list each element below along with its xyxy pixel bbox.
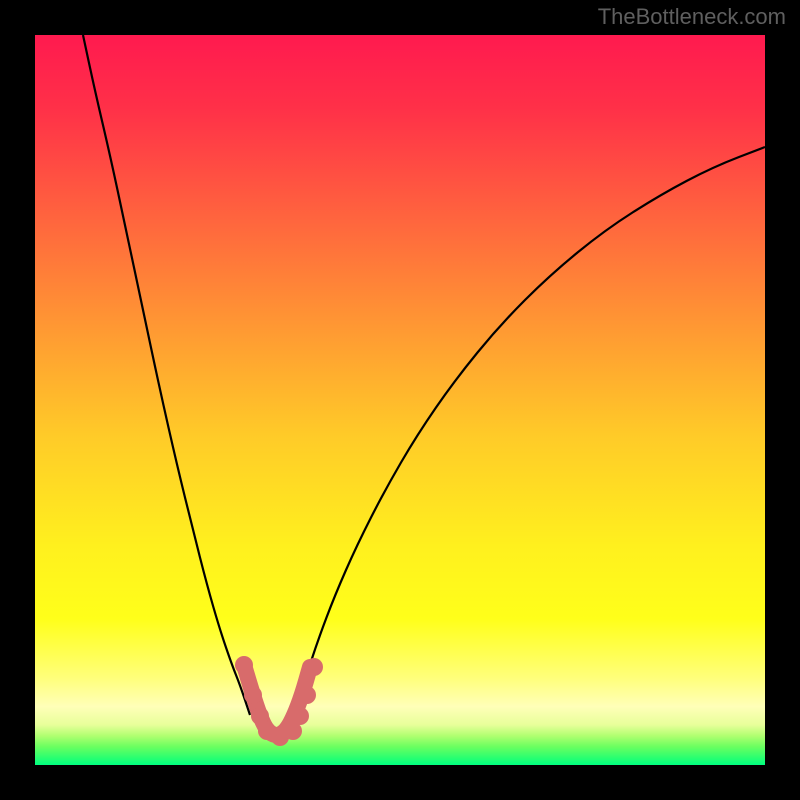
watermark-label: TheBottleneck.com bbox=[598, 4, 786, 30]
plot-area bbox=[35, 35, 765, 765]
outer-frame: TheBottleneck.com bbox=[0, 0, 800, 800]
trough-dot bbox=[305, 658, 323, 676]
bottleneck-chart-svg bbox=[35, 35, 765, 765]
trough-dot bbox=[291, 707, 309, 725]
trough-dot bbox=[244, 686, 262, 704]
trough-dot bbox=[235, 656, 253, 674]
chart-background bbox=[35, 35, 765, 765]
trough-dot bbox=[298, 686, 316, 704]
